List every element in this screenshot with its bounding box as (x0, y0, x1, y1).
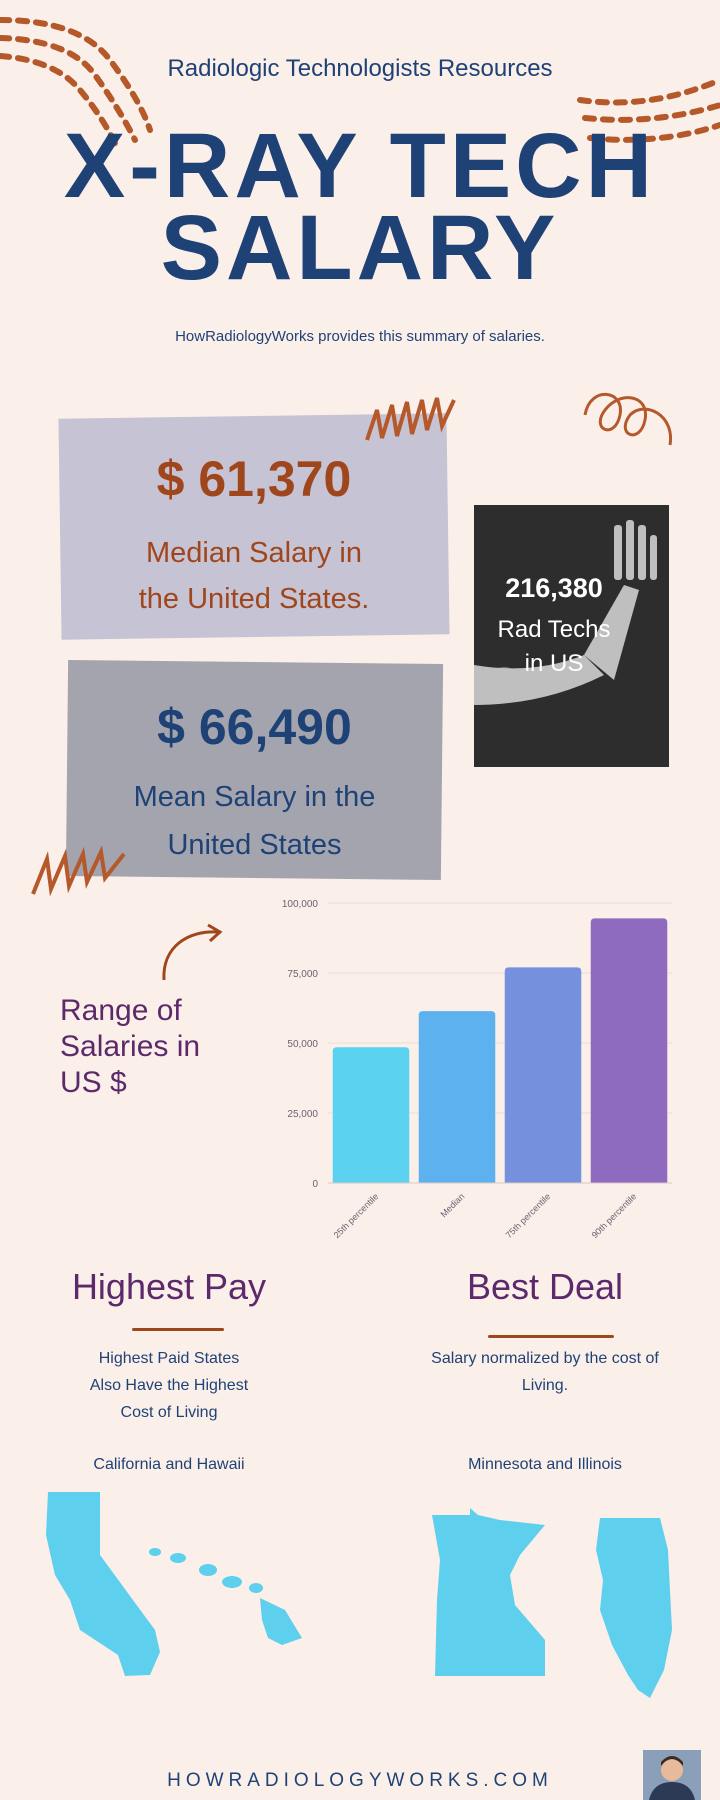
minnesota-map (432, 1508, 545, 1676)
y-tick-label: 25,000 (287, 1109, 318, 1120)
x-tick-label: 25th percentile (332, 1191, 381, 1240)
rad-techs-label-line2: in US (524, 650, 584, 677)
median-salary-value: $ 61,370 (156, 451, 352, 507)
rad-techs-label-line1: Rad Techs (497, 616, 611, 643)
subtitle: Radiologic Technologists Resources (167, 55, 553, 82)
range-label-line3: US $ (60, 1066, 127, 1099)
page-title-line1: X-RAY TECH (63, 115, 657, 217)
bar-90th-percentile (590, 918, 668, 1183)
california-map (46, 1492, 160, 1676)
mean-salary-label-line2: United States (167, 829, 342, 861)
bar-median (418, 1011, 496, 1183)
best-deal-line1: Salary normalized by the cost of (431, 1350, 659, 1367)
highest-pay-line1: Highest Paid States (98, 1350, 240, 1367)
scribble-decoration (31, 845, 126, 897)
range-label: Range of Salaries in US $ (60, 993, 200, 1101)
mean-salary-value: $ 66,490 (157, 699, 352, 755)
x-tick-label: 90th percentile (590, 1191, 639, 1240)
page-title-line2: SALARY (160, 197, 560, 299)
y-tick-label: 0 (312, 1179, 318, 1190)
footer-site-link[interactable]: HOWRADIOLOGYWORKS.COM (167, 1770, 553, 1791)
best-deal-states: Minnesota and Illinois (468, 1456, 622, 1473)
x-tick-label: Median (438, 1191, 466, 1219)
range-label-line1: Range of (60, 994, 182, 1027)
x-tick-label: 75th percentile (504, 1191, 553, 1240)
xray-arm-image (474, 505, 669, 767)
median-salary-label-line1: Median Salary in (146, 537, 362, 569)
state-maps (46, 1492, 672, 1698)
y-tick-label: 75,000 (287, 969, 318, 980)
swirl-decoration (583, 392, 672, 446)
y-tick-label: 100,000 (282, 899, 319, 910)
underline-divider (488, 1335, 614, 1338)
dashed-wave-decoration (0, 17, 720, 153)
best-deal-heading: Best Deal (466, 1266, 624, 1307)
mean-salary-label-line1: Mean Salary in the (133, 781, 376, 813)
highest-pay-heading: Highest Pay (71, 1266, 267, 1307)
salary-range-bar-chart: 0 25,000 50,000 75,000 100,000 25th percentil… (282, 899, 672, 1240)
tagline: HowRadiologyWorks provides this summary … (175, 328, 545, 345)
highest-pay-description: Highest Paid States Also Have the Highes… (19, 1345, 319, 1426)
illinois-map (596, 1518, 672, 1698)
rad-techs-count: 216,380 (505, 573, 603, 603)
hawaii-map (149, 1548, 302, 1645)
bar-75th-percentile (504, 967, 582, 1183)
author-avatar (643, 1750, 701, 1800)
range-label-line2: Salaries in (60, 1030, 201, 1063)
highest-pay-line2: Also Have the Highest (89, 1377, 249, 1394)
bar-25th-percentile (332, 1047, 410, 1183)
best-deal-description: Salary normalized by the cost of Living. (375, 1345, 715, 1399)
y-tick-label: 50,000 (287, 1039, 318, 1050)
scribble-decoration (365, 397, 456, 441)
best-deal-line2: Living. (521, 1377, 569, 1394)
curved-arrow-icon (162, 923, 223, 981)
highest-pay-line3: Cost of Living (120, 1404, 218, 1421)
median-salary-label-line2: the United States. (138, 583, 370, 615)
underline-divider (132, 1328, 224, 1331)
highest-pay-states: California and Hawaii (93, 1456, 245, 1473)
